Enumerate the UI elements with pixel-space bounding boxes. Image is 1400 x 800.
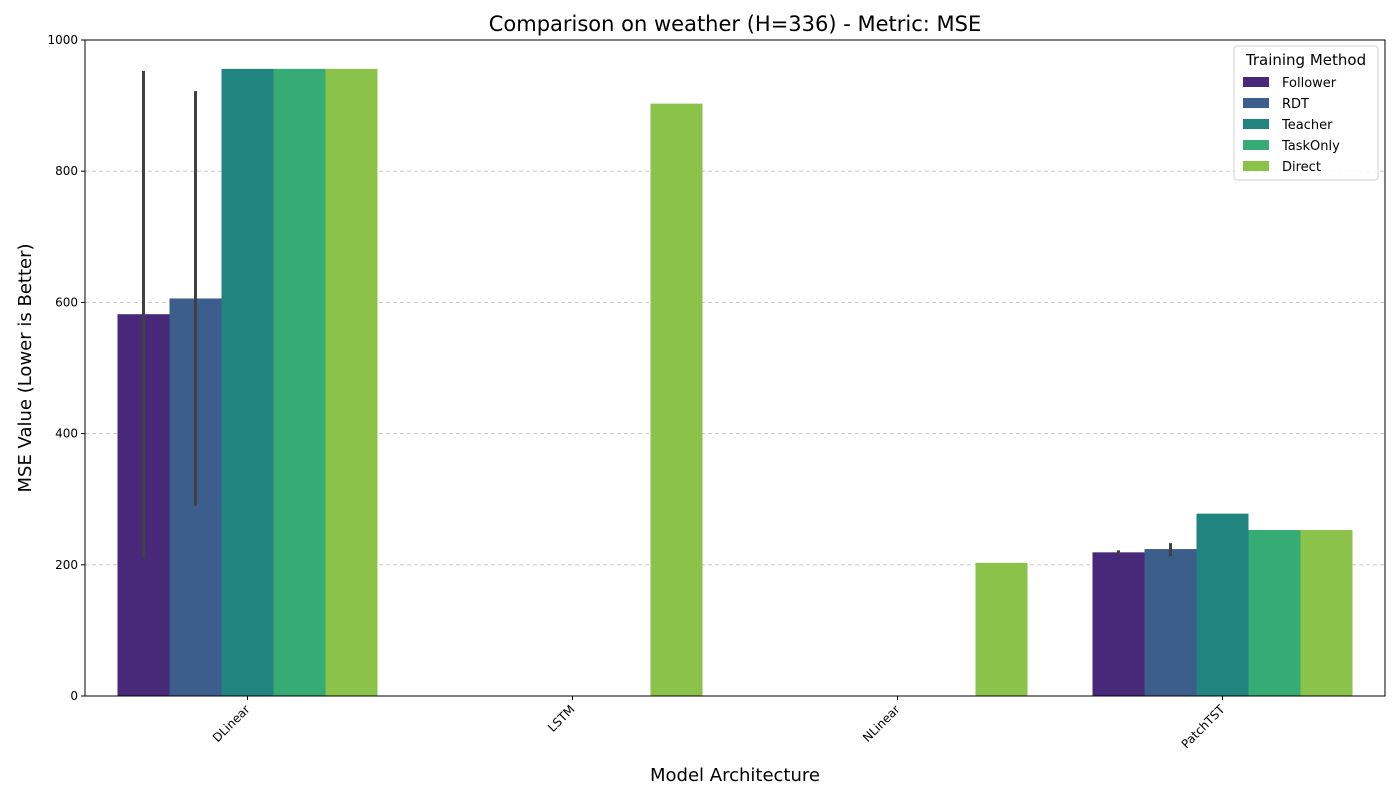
y-tick-label: 600 bbox=[55, 295, 78, 309]
bars bbox=[117, 68, 1353, 696]
x-tick-label: PatchTST bbox=[1179, 702, 1228, 751]
plot-frame bbox=[84, 39, 1386, 697]
bar-direct-patchtst bbox=[1300, 530, 1353, 696]
x-tick-label: DLinear bbox=[210, 702, 253, 745]
bar-direct-nlinear bbox=[975, 562, 1028, 696]
legend-swatch-direct bbox=[1243, 161, 1269, 171]
y-tick-label: 200 bbox=[55, 558, 78, 572]
y-tick-label: 400 bbox=[55, 427, 78, 441]
legend-box bbox=[1233, 45, 1379, 181]
legend-label-rdt: RDT bbox=[1282, 97, 1309, 112]
legend-swatch-rdt bbox=[1243, 98, 1269, 108]
y-axis-ticks: 0 200 400 600 800 1000 bbox=[47, 33, 85, 703]
bar-teacher-dlinear bbox=[221, 68, 274, 696]
legend-swatch-follower bbox=[1243, 77, 1269, 87]
y-tick-label: 0 bbox=[70, 689, 78, 703]
y-tick-label: 1000 bbox=[47, 33, 78, 47]
bar-taskonly-patchtst bbox=[1248, 530, 1301, 696]
x-axis-ticks: DLinear LSTM NLinear PatchTST bbox=[210, 696, 1228, 751]
legend-label-follower: Follower bbox=[1282, 76, 1337, 91]
legend-swatch-taskonly bbox=[1243, 140, 1269, 150]
legend: Training Method Follower RDT Teacher TaskOnl… bbox=[1233, 45, 1379, 181]
bar-teacher-patchtst bbox=[1196, 513, 1249, 696]
bar-direct-lstm bbox=[650, 103, 703, 696]
y-tick-label: 800 bbox=[55, 164, 78, 178]
x-axis-title: Model Architecture bbox=[650, 765, 820, 786]
bar-taskonly-dlinear bbox=[273, 68, 326, 696]
bar-direct-dlinear bbox=[325, 68, 378, 696]
error-bars bbox=[142, 70, 1172, 559]
bar-follower-patchtst bbox=[1092, 552, 1145, 696]
legend-swatch-teacher bbox=[1243, 119, 1269, 129]
y-axis-title: MSE Value (Lower is Better) bbox=[15, 243, 36, 492]
bar-rdt-patchtst bbox=[1144, 549, 1197, 696]
x-tick-label: LSTM bbox=[545, 702, 578, 735]
legend-title: Training Method bbox=[1245, 51, 1366, 69]
x-tick-label: NLinear bbox=[860, 702, 903, 745]
legend-label-direct: Direct bbox=[1282, 160, 1321, 175]
legend-label-taskonly: TaskOnly bbox=[1281, 139, 1340, 154]
legend-label-teacher: Teacher bbox=[1281, 118, 1333, 133]
chart-title: Comparison on weather (H=336) - Metric: … bbox=[489, 12, 982, 36]
